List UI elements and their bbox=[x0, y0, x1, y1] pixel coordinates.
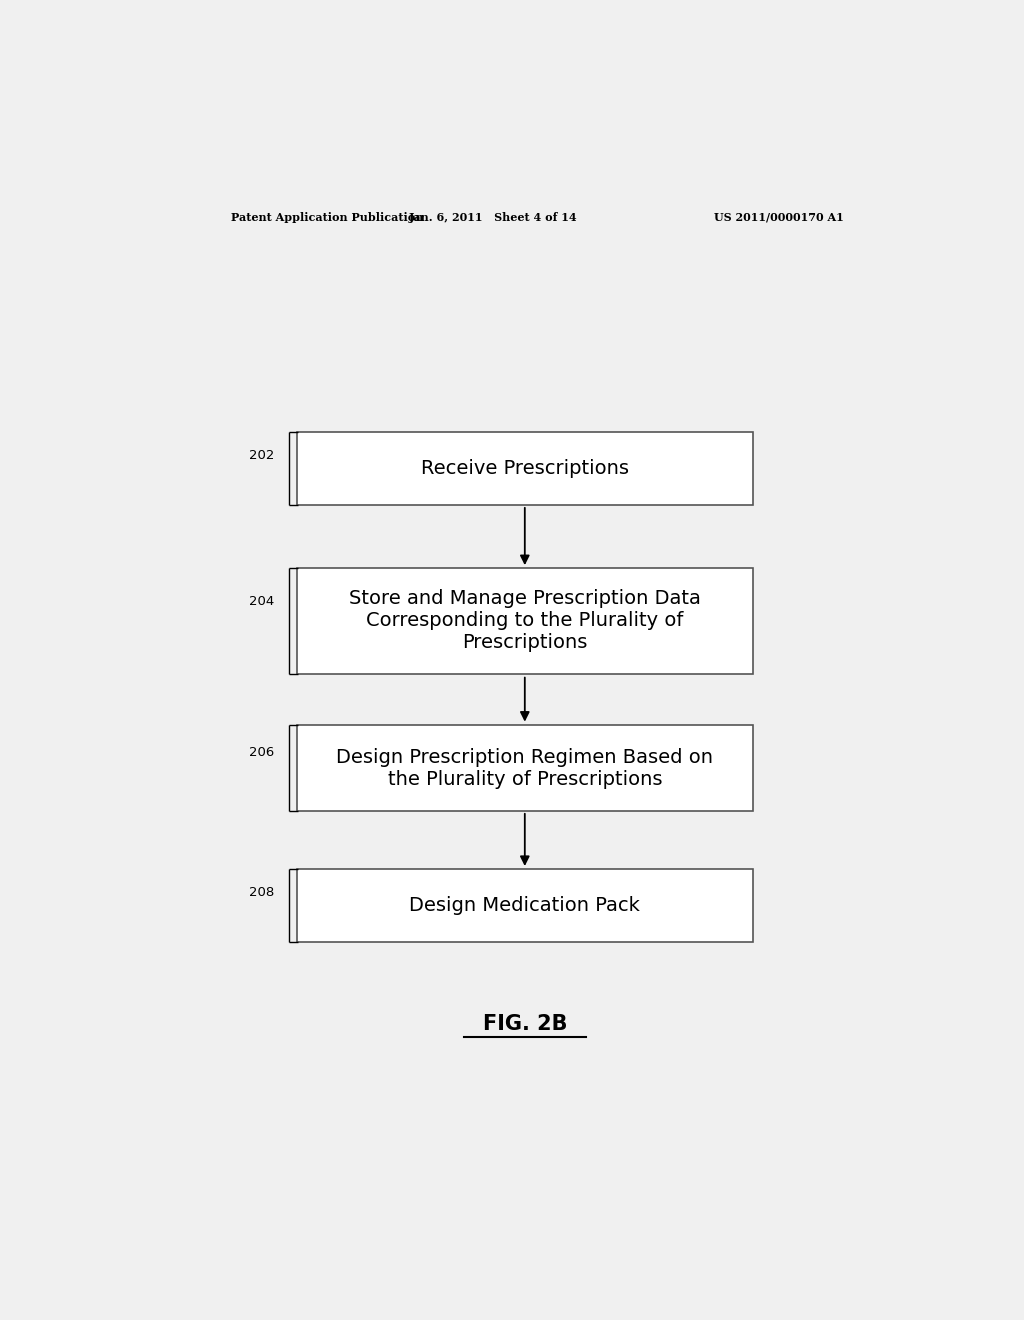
Text: Patent Application Publication: Patent Application Publication bbox=[231, 211, 424, 223]
Text: US 2011/0000170 A1: US 2011/0000170 A1 bbox=[714, 211, 844, 223]
Text: Design Medication Pack: Design Medication Pack bbox=[410, 896, 640, 915]
Text: 208: 208 bbox=[249, 886, 274, 899]
Text: Receive Prescriptions: Receive Prescriptions bbox=[421, 459, 629, 478]
Text: 206: 206 bbox=[249, 746, 274, 759]
Text: Design Prescription Regimen Based on
the Plurality of Prescriptions: Design Prescription Regimen Based on the… bbox=[336, 747, 714, 789]
Text: 202: 202 bbox=[249, 449, 274, 462]
Bar bbox=[297, 432, 753, 506]
Text: Store and Manage Prescription Data
Corresponding to the Plurality of
Prescriptio: Store and Manage Prescription Data Corre… bbox=[349, 589, 700, 652]
Bar bbox=[297, 568, 753, 675]
Bar bbox=[297, 869, 753, 942]
Text: 204: 204 bbox=[249, 595, 274, 609]
Text: Jan. 6, 2011   Sheet 4 of 14: Jan. 6, 2011 Sheet 4 of 14 bbox=[409, 211, 578, 223]
Bar bbox=[297, 725, 753, 812]
Text: FIG. 2B: FIG. 2B bbox=[482, 1014, 567, 1035]
